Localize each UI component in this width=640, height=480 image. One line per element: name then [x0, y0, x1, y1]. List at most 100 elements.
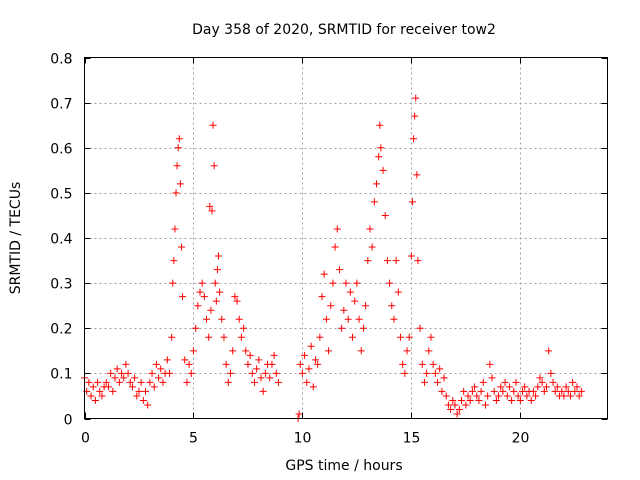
data-point	[261, 369, 269, 377]
data-point	[571, 387, 579, 395]
data-point	[540, 387, 548, 395]
data-point	[388, 302, 396, 310]
data-point	[171, 225, 179, 233]
data-point	[229, 347, 237, 355]
data-point	[521, 383, 529, 391]
data-point	[122, 360, 130, 368]
data-point	[128, 383, 136, 391]
data-point	[444, 401, 452, 409]
data-point	[492, 396, 500, 404]
data-point	[527, 396, 535, 404]
data-point	[305, 365, 313, 373]
y-axis-label: SRMTID / TECUs	[8, 182, 24, 295]
data-point	[353, 279, 361, 287]
data-point	[510, 387, 518, 395]
data-point	[109, 387, 117, 395]
data-point	[464, 392, 472, 400]
data-point	[416, 324, 424, 332]
data-point	[505, 383, 513, 391]
data-point	[564, 387, 572, 395]
data-point	[364, 257, 372, 265]
data-point	[329, 279, 337, 287]
data-point	[189, 347, 197, 355]
data-point	[427, 333, 435, 341]
data-point	[224, 378, 232, 386]
data-point	[244, 360, 252, 368]
data-point	[366, 225, 374, 233]
data-point	[231, 293, 239, 301]
chart-title: Day 358 of 2020, SRMTID for receiver tow…	[192, 22, 496, 38]
data-point	[146, 378, 154, 386]
data-point	[553, 383, 561, 391]
data-point	[420, 378, 428, 386]
y-tick-label: 0.8	[50, 52, 72, 68]
data-point	[124, 369, 132, 377]
data-point	[104, 383, 112, 391]
data-point	[155, 374, 163, 382]
data-point	[346, 288, 354, 296]
data-point	[503, 392, 511, 400]
data-point	[355, 315, 363, 323]
data-point	[102, 378, 110, 386]
data-point	[490, 387, 498, 395]
data-point	[410, 135, 418, 143]
data-point	[412, 94, 420, 102]
data-point	[216, 288, 224, 296]
data-point	[215, 252, 223, 260]
data-point	[176, 180, 184, 188]
data-point	[392, 257, 400, 265]
data-point	[545, 347, 553, 355]
data-point	[438, 387, 446, 395]
data-point	[96, 387, 104, 395]
data-point	[471, 383, 479, 391]
data-point	[194, 302, 202, 310]
data-point	[414, 257, 422, 265]
data-point	[532, 392, 540, 400]
data-point	[418, 360, 426, 368]
data-point	[94, 378, 102, 386]
data-point	[447, 405, 455, 413]
data-point	[111, 374, 119, 382]
data-point	[425, 347, 433, 355]
data-point	[551, 387, 559, 395]
data-point	[235, 315, 243, 323]
data-point	[497, 383, 505, 391]
data-point	[573, 383, 581, 391]
data-point	[257, 374, 265, 382]
data-point	[253, 365, 261, 373]
data-point	[298, 369, 306, 377]
data-point	[198, 279, 206, 287]
data-point	[399, 360, 407, 368]
data-point	[135, 387, 143, 395]
data-point	[362, 302, 370, 310]
data-point	[113, 365, 121, 373]
data-point	[107, 369, 115, 377]
data-point	[163, 356, 171, 364]
data-point	[115, 378, 123, 386]
data-point	[379, 166, 387, 174]
data-point	[206, 202, 214, 210]
data-point	[368, 243, 376, 251]
data-point	[394, 288, 402, 296]
data-point	[192, 324, 200, 332]
data-point	[442, 392, 450, 400]
data-point	[538, 378, 546, 386]
data-point	[322, 315, 330, 323]
data-point	[185, 360, 193, 368]
data-point	[318, 293, 326, 301]
data-point	[560, 392, 568, 400]
data-point	[370, 198, 378, 206]
data-point	[303, 378, 311, 386]
data-point	[246, 351, 254, 359]
data-point	[248, 369, 256, 377]
data-point	[462, 401, 470, 409]
data-point	[499, 387, 507, 395]
data-point	[477, 387, 485, 395]
data-point	[98, 392, 106, 400]
x-tick-label: 20	[512, 431, 530, 447]
data-point	[558, 387, 566, 395]
data-point	[542, 383, 550, 391]
data-point	[566, 392, 574, 400]
data-point	[87, 392, 95, 400]
data-point	[120, 374, 128, 382]
